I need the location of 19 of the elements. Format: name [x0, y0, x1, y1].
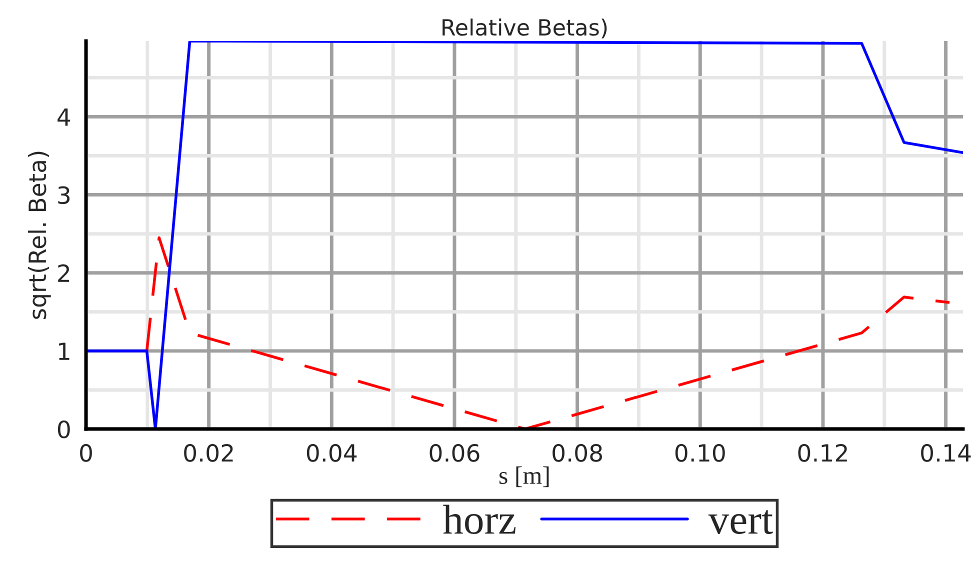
x-tick-label: 0.12 — [798, 444, 847, 462]
x-tick-label: 0.06 — [430, 444, 480, 462]
y-tick-label: 4 — [58, 108, 70, 126]
y-tick-label: 0 — [58, 420, 70, 438]
y-tick-label: 3 — [58, 186, 70, 204]
x-tick-label: 0 — [80, 444, 92, 462]
legend-label: horz — [443, 504, 516, 534]
x-tick-label: 0.08 — [552, 444, 602, 462]
x-tick-label: 0.14 — [921, 444, 971, 462]
legend-label: vert — [708, 510, 773, 534]
x-tick-label: 0.10 — [675, 444, 725, 462]
x-tick-label: 0.02 — [184, 444, 233, 462]
chart-title: Relative Betas) — [442, 18, 607, 38]
y-axis-title: sqrt(Rel. Beta) — [28, 152, 51, 320]
x-axis-title: s [m] — [499, 466, 549, 488]
x-tick-label: 0.04 — [306, 444, 357, 462]
y-tick-label: 2 — [58, 264, 70, 282]
y-tick-label: 1 — [58, 342, 70, 360]
line-series — [86, 41, 963, 429]
